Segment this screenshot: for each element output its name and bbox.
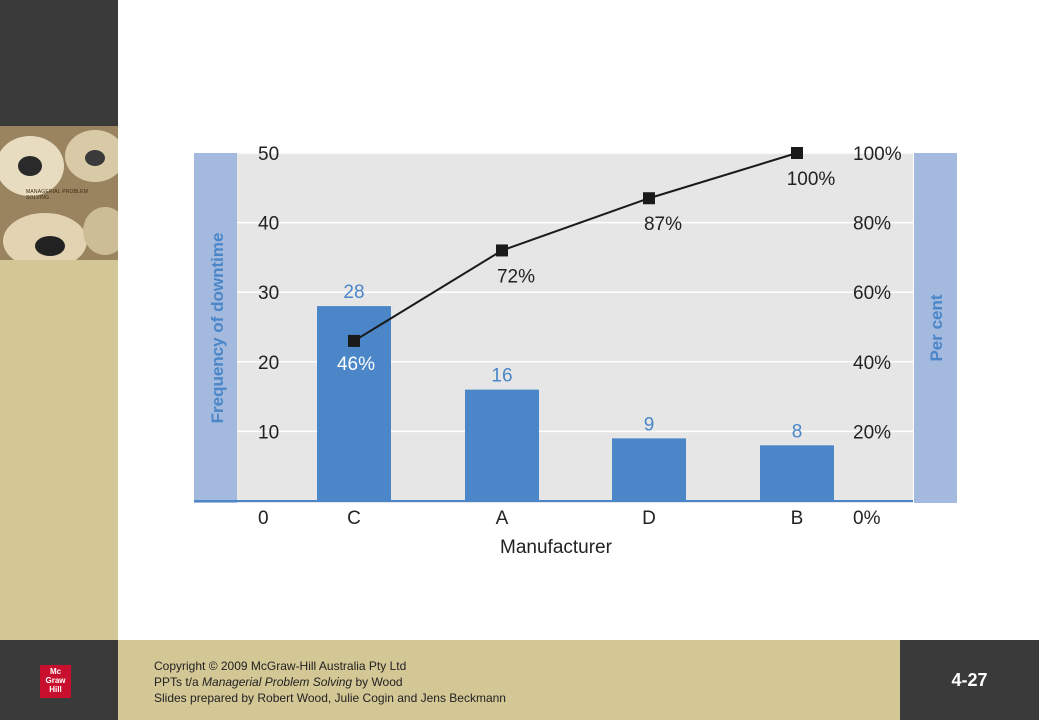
bar-A	[465, 389, 539, 501]
y2-tick-label: 60%	[853, 283, 891, 304]
cumulative-marker	[643, 192, 655, 205]
y2-tick-label: 0%	[853, 508, 881, 529]
bars	[317, 306, 834, 501]
page-number: 4-27	[951, 669, 988, 690]
y2-axis-label-band	[914, 153, 957, 503]
bar-value-labels: 28 16 9 8	[343, 282, 802, 442]
copyright-line-1: Copyright © 2009 McGraw-Hill Australia P…	[154, 659, 407, 673]
y-tick-label: 50	[258, 144, 279, 165]
bar-value-label: 9	[644, 414, 655, 435]
sidebar-bottom-panel	[0, 260, 118, 640]
cumulative-label: 87%	[644, 214, 682, 235]
copyright-block: Copyright © 2009 McGraw-Hill Australia P…	[154, 658, 506, 706]
cumulative-label: 100%	[787, 169, 836, 190]
bar-value-label: 28	[343, 282, 364, 303]
footer-right-block	[900, 640, 1039, 720]
copyright-line-2-suffix: by Wood	[352, 675, 403, 689]
y-tick-label: 20	[258, 353, 279, 374]
footer-bar	[0, 640, 1039, 720]
x-tick-label: C	[347, 508, 361, 529]
cumulative-polyline	[353, 152, 798, 342]
book-cover-image: MANAGERIAL PROBLEM SOLVING	[0, 126, 118, 260]
pareto-chart: 28 16 9 8 46% 72% 87% 100% 0 10 20 30 40 50 0% 20% 40…	[194, 144, 957, 558]
y2-tick-label: 20%	[853, 422, 891, 443]
y-axis-ticks: 0 10 20 30 40 50	[258, 144, 279, 529]
bar-D	[612, 438, 686, 501]
y2-axis-ticks: 0% 20% 40% 60% 80% 100%	[853, 144, 902, 529]
cumulative-line: 46% 72% 87% 100%	[337, 147, 835, 375]
y2-tick-label: 100%	[853, 144, 902, 165]
cumulative-label: 72%	[497, 266, 535, 287]
y-tick-label: 30	[258, 283, 279, 304]
y-tick-label: 10	[258, 422, 279, 443]
y-tick-label: 0	[258, 508, 269, 529]
y-tick-label: 40	[258, 214, 279, 235]
y2-axis-label: Per cent	[927, 294, 946, 361]
y2-tick-label: 80%	[853, 214, 891, 235]
cover-art	[0, 126, 118, 260]
x-tick-label: D	[642, 508, 656, 529]
cumulative-label: 46%	[337, 354, 375, 375]
copyright-line-2: PPTs t/a Managerial Problem Solving by W…	[154, 674, 506, 690]
x-tick-label: A	[496, 508, 509, 529]
x-tick-label: B	[791, 508, 804, 529]
mcgraw-hill-logo: Mc Graw Hill	[40, 665, 71, 698]
cumulative-marker	[348, 334, 360, 347]
cumulative-marker	[791, 147, 803, 159]
copyright-book-title: Managerial Problem Solving	[202, 675, 353, 689]
copyright-line-3: Slides prepared by Robert Wood, Julie Co…	[154, 691, 506, 705]
gridlines	[237, 152, 913, 433]
y2-tick-label: 40%	[853, 353, 891, 374]
bar-B	[760, 445, 834, 501]
bar-value-label: 16	[491, 366, 512, 387]
copyright-line-2-prefix: PPTs t/a	[154, 675, 203, 689]
y-axis-label: Frequency of downtime	[208, 233, 227, 424]
y-axis-label-band	[194, 153, 237, 503]
sidebar-top-panel	[0, 0, 118, 126]
cumulative-marker	[496, 244, 508, 257]
x-axis-label: Manufacturer	[500, 537, 613, 558]
bar-value-label: 8	[792, 421, 803, 442]
cover-title: MANAGERIAL PROBLEM SOLVING	[26, 189, 89, 201]
